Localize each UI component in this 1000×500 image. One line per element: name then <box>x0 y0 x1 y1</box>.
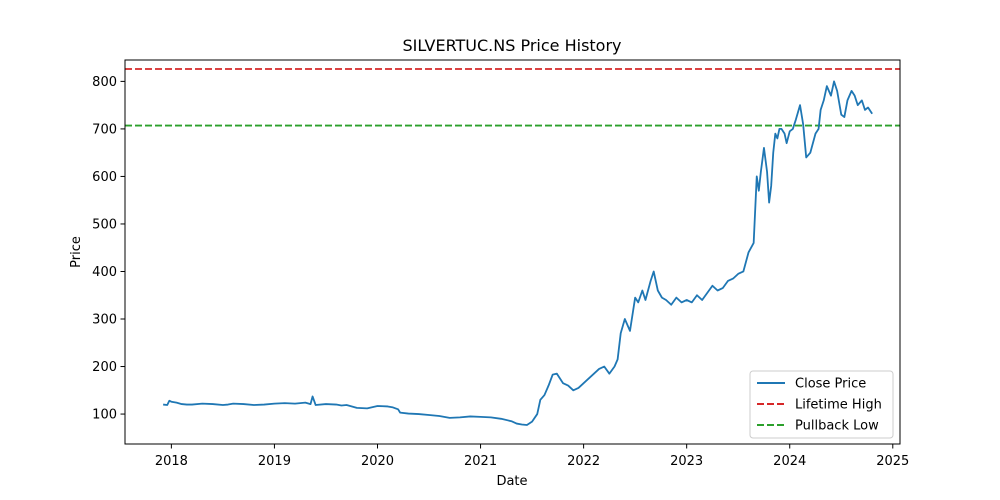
x-tick-label: 2025 <box>876 454 909 469</box>
x-tick-label: 2018 <box>155 454 188 469</box>
y-tick-label: 500 <box>92 217 117 232</box>
legend-label-close-price: Close Price <box>795 377 866 392</box>
reference-lines <box>125 68 900 127</box>
legend-box <box>749 370 894 439</box>
x-tick-label: 2020 <box>361 454 394 469</box>
x-tick-label: 2023 <box>670 454 703 469</box>
y-tick-label: 800 <box>92 75 117 90</box>
y-tick-label: 600 <box>92 170 117 185</box>
x-tick-label: 2019 <box>258 454 291 469</box>
plot-frame <box>124 59 901 445</box>
legend-label-lifetime-high: Lifetime High <box>795 398 882 413</box>
y-tick-label: 700 <box>92 122 117 137</box>
x-tick-label: 2021 <box>464 454 497 469</box>
legend-label-pullback-low: Pullback Low <box>795 419 879 434</box>
legend: Close Price Lifetime High Pullback Low <box>749 370 894 439</box>
series-layer <box>163 80 873 426</box>
x-tick-label: 2024 <box>773 454 806 469</box>
y-axis: 100 200 300 400 500 600 700 800 <box>92 75 125 423</box>
x-tick-label: 2022 <box>567 454 600 469</box>
y-tick-label: 200 <box>92 360 117 375</box>
chart-title: SILVERTUC.NS Price History <box>402 36 621 55</box>
x-axis: 2018 2019 2020 2021 2022 2023 2024 2025 <box>155 444 909 469</box>
x-axis-label: Date <box>496 474 527 489</box>
y-tick-label: 400 <box>92 265 117 280</box>
y-tick-label: 300 <box>92 313 117 328</box>
y-tick-label: 100 <box>92 408 117 423</box>
y-axis-label: Price <box>69 236 84 268</box>
series-line-close-price <box>163 80 873 426</box>
